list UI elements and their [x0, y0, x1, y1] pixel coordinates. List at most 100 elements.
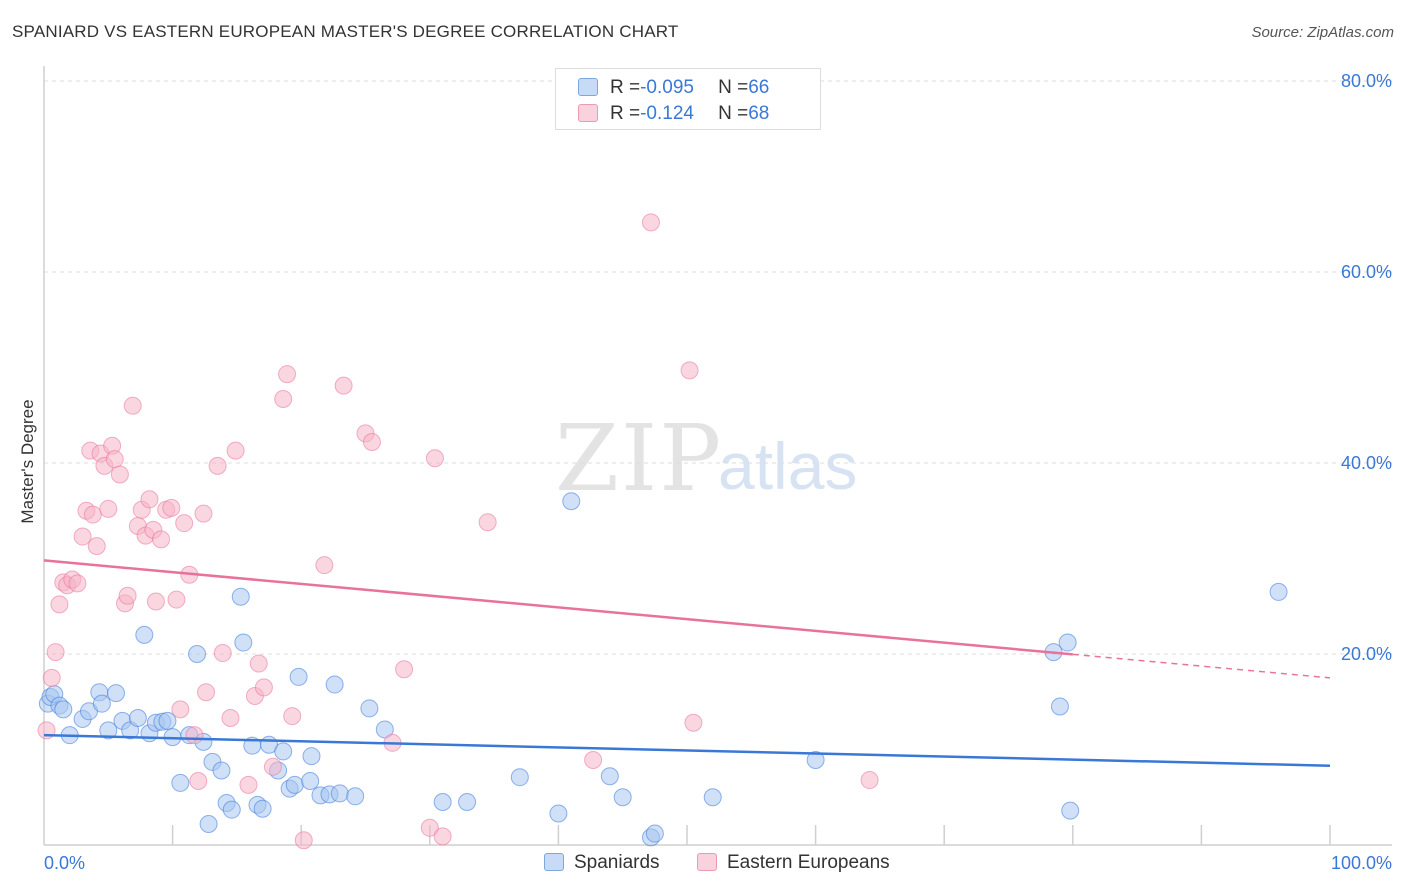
data-point [684, 713, 703, 732]
series-legend: Spaniards Eastern Europeans [0, 850, 1406, 878]
data-point [1269, 582, 1288, 601]
legend-item-spaniards[interactable]: Spaniards [544, 852, 660, 874]
data-point [158, 711, 177, 730]
data-point [189, 772, 208, 791]
data-point [806, 751, 825, 770]
data-point [325, 675, 344, 694]
data-point [1061, 801, 1080, 820]
data-point [128, 708, 147, 727]
data-point [1050, 697, 1069, 716]
data-point [46, 643, 65, 662]
legend-label-eastern-europeans: Eastern Europeans [727, 852, 890, 873]
legend-n-value: 66 [748, 77, 770, 98]
data-point [562, 492, 581, 511]
data-point [221, 708, 240, 727]
data-point [83, 505, 102, 524]
data-point [208, 456, 227, 475]
legend-r-value: -0.095 [640, 77, 694, 98]
data-point [301, 772, 320, 791]
data-point [231, 587, 250, 606]
data-point [600, 767, 619, 786]
trend-lines [43, 559, 1331, 767]
data-point [860, 771, 879, 790]
legend-r-label: R = [610, 103, 641, 124]
data-point [175, 514, 194, 533]
data-point [197, 683, 216, 702]
data-point [107, 684, 126, 703]
data-point [549, 804, 568, 823]
source-credit: Source: ZipAtlas.com [1251, 24, 1394, 41]
data-point [135, 625, 154, 644]
data-point [171, 773, 190, 792]
chart-title: SPANIARD VS EASTERN EUROPEAN MASTER'S DE… [12, 22, 679, 41]
data-point [68, 574, 87, 593]
data-point [99, 721, 118, 740]
x-tick-label-min: 0.0% [44, 853, 85, 873]
data-point [212, 761, 231, 780]
y-axis-title: Master's Degree [18, 399, 37, 523]
data-point [263, 757, 282, 776]
data-point [375, 720, 394, 739]
y-tick-label: 40.0% [1341, 453, 1392, 473]
data-point [458, 793, 477, 812]
data-point [703, 788, 722, 807]
data-point [478, 513, 497, 532]
data-point [171, 700, 190, 719]
data-point [289, 667, 308, 686]
data-point [152, 530, 171, 549]
data-point [42, 668, 61, 687]
data-point [140, 490, 159, 509]
data-point [425, 449, 444, 468]
legend-n-label: N = [718, 77, 749, 98]
data-point [194, 504, 213, 523]
data-point [54, 700, 73, 719]
legend-label-spaniards: Spaniards [574, 852, 660, 873]
legend-swatch-eastern-europeans [697, 853, 717, 871]
grid-lines [44, 80, 1392, 655]
data-point [285, 775, 304, 794]
data-point [274, 742, 293, 761]
data-point [433, 827, 452, 846]
data-point [360, 699, 379, 718]
legend-item-eastern-europeans[interactable]: Eastern Europeans [697, 852, 890, 874]
watermark-zip: ZIP [555, 405, 724, 512]
data-point [222, 800, 241, 819]
data-point [234, 633, 253, 652]
data-point [50, 595, 69, 614]
data-point [213, 644, 232, 663]
legend-swatch-spaniards [544, 853, 564, 871]
data-point [433, 793, 452, 812]
data-point [274, 390, 293, 409]
data-point [346, 787, 365, 806]
data-point [510, 768, 529, 787]
data-point [99, 499, 118, 518]
y-tick-label: 60.0% [1341, 262, 1392, 282]
data-point [283, 707, 302, 726]
data-point [249, 654, 268, 673]
axis-labels: 20.0% 40.0% 60.0% 80.0% 0.0% 100.0% Master's D… [18, 71, 1392, 873]
data-point [123, 396, 142, 415]
spaniards-points [38, 492, 1288, 847]
data-point [315, 556, 334, 575]
data-point [294, 831, 313, 850]
data-point [680, 361, 699, 380]
data-point [73, 527, 92, 546]
trend-line [43, 733, 1331, 767]
data-point [278, 365, 297, 384]
data-point [167, 590, 186, 609]
data-point [1058, 633, 1077, 652]
data-point [330, 784, 349, 803]
legend-r-value: -0.124 [640, 103, 694, 124]
trend-line-extrapolated [1072, 653, 1331, 679]
legend-row-spaniards: R = -0.095 N = 66 [578, 77, 769, 101]
data-point [110, 465, 129, 484]
data-point [645, 824, 664, 843]
data-point [362, 432, 381, 451]
data-point [254, 678, 273, 697]
data-point [188, 645, 207, 663]
data-point [334, 376, 353, 395]
data-point [302, 747, 321, 766]
y-tick-label: 80.0% [1341, 71, 1392, 91]
y-tick-label: 20.0% [1341, 644, 1392, 664]
